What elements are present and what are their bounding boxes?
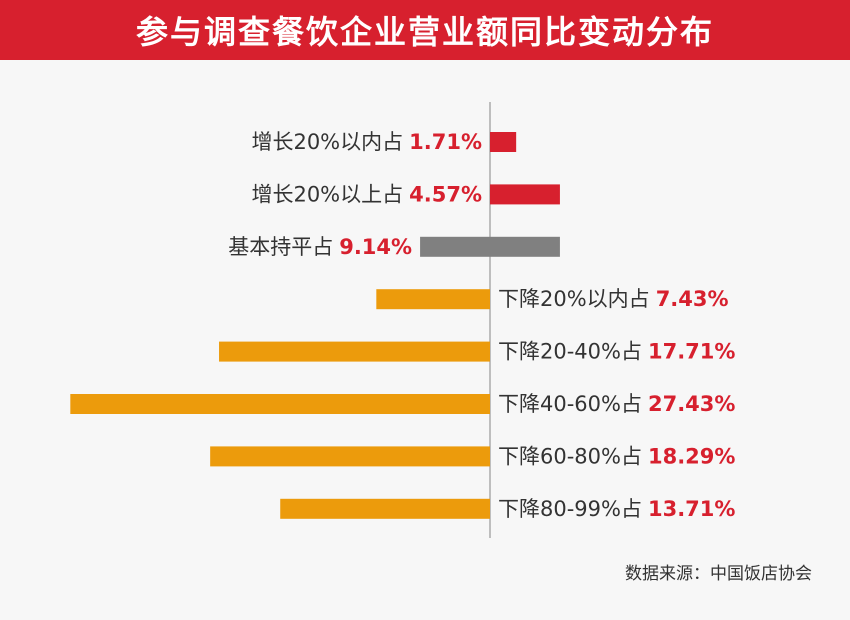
data-source-note: 数据来源：中国饭店协会 [625, 564, 812, 584]
bar-label-7: 下降80-99%占 13.71% [498, 497, 735, 521]
category-label: 下降60-80%占 [498, 444, 642, 468]
category-label: 下降20-40%占 [498, 340, 642, 364]
category-label: 增长20%以内占 [251, 130, 403, 154]
bar-0 [490, 132, 517, 152]
bar-7 [280, 498, 490, 519]
bar-label-2: 基本持平占 9.14% [228, 235, 412, 259]
diverging-bar-chart: 增长20%以内占 1.71% 增长20%以上占 4.57% 基本持平占 9.14% 下降20… [70, 102, 735, 538]
value-label: 9.14% [339, 235, 412, 259]
category-label: 下降80-99%占 [498, 497, 642, 521]
bar-4 [219, 341, 491, 362]
value-label: 17.71% [648, 340, 735, 364]
value-label: 13.71% [648, 497, 735, 521]
chart-title: 参与调查餐饮企业营业额同比变动分布 [135, 13, 714, 51]
bar-5 [70, 394, 491, 414]
bar-1 [490, 184, 560, 205]
category-label: 下降40-60%占 [498, 392, 642, 416]
bar-label-0: 增长20%以内占 1.71% [251, 130, 482, 154]
value-label: 1.71% [409, 130, 482, 154]
value-label: 27.43% [648, 392, 735, 416]
value-label: 7.43% [656, 287, 729, 311]
category-label: 增长20%以上占 [251, 182, 403, 206]
title-bar: 参与调查餐饮企业营业额同比变动分布 [0, 0, 850, 60]
value-label: 18.29% [648, 444, 735, 468]
category-label: 下降20%以内占 [498, 287, 650, 311]
value-label: 4.57% [409, 182, 482, 206]
bar-label-5: 下降40-60%占 27.43% [498, 392, 735, 416]
bar-label-4: 下降20-40%占 17.71% [498, 340, 735, 364]
bar-2 [420, 236, 560, 257]
bar-label-3: 下降20%以内占 7.43% [498, 287, 729, 311]
category-label: 基本持平占 [228, 235, 333, 259]
bar-6 [210, 446, 490, 467]
bar-label-6: 下降60-80%占 18.29% [498, 444, 735, 468]
bar-3 [376, 289, 490, 310]
bar-label-1: 增长20%以上占 4.57% [251, 182, 482, 206]
